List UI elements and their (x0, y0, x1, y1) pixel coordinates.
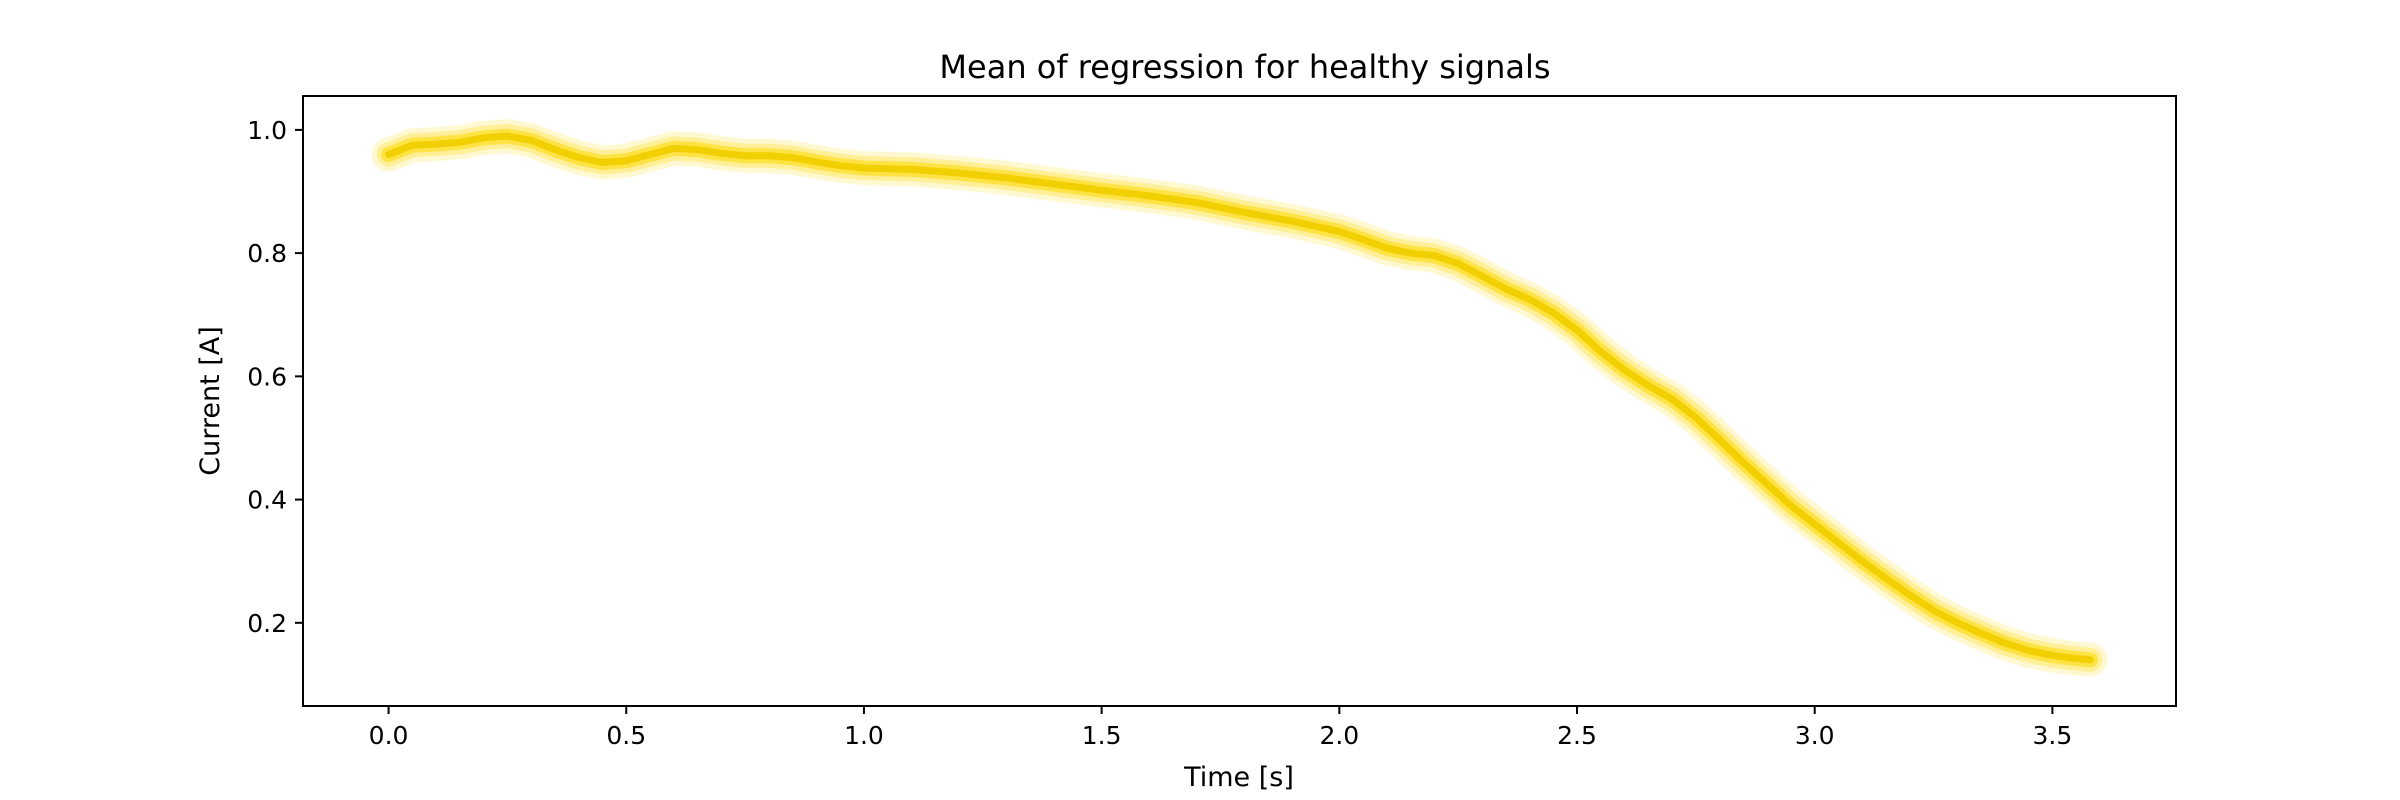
y-tick-label: 0.4 (247, 486, 287, 515)
y-axis: 0.2 0.4 0.6 0.8 1.0 (247, 116, 303, 638)
y-tick-label: 0.6 (247, 362, 287, 391)
x-tick-label: 1.5 (1082, 721, 1122, 750)
series-layer (371, 119, 2108, 677)
y-tick-label: 0.8 (247, 239, 287, 268)
y-tick-label: 0.2 (247, 609, 287, 638)
x-tick-label: 2.0 (1319, 721, 1359, 750)
x-tick-label: 0.0 (369, 721, 409, 750)
y-axis-label: Current [A] (195, 326, 226, 476)
x-tick-label: 3.5 (2033, 721, 2073, 750)
y-tick-label: 1.0 (247, 116, 287, 145)
x-axis: 0.0 0.5 1.0 1.5 2.0 2.5 3.0 3.5 (369, 706, 2073, 750)
plot-frame (302, 95, 2177, 707)
x-tick-label: 2.5 (1557, 721, 1597, 750)
x-axis-label: Time [s] (1183, 762, 1294, 793)
series-line (385, 132, 2094, 664)
chart-title: Mean of regression for healthy signals (939, 48, 1550, 86)
x-tick-label: 3.0 (1795, 721, 1835, 750)
x-tick-label: 1.0 (844, 721, 884, 750)
x-tick-label: 0.5 (606, 721, 646, 750)
